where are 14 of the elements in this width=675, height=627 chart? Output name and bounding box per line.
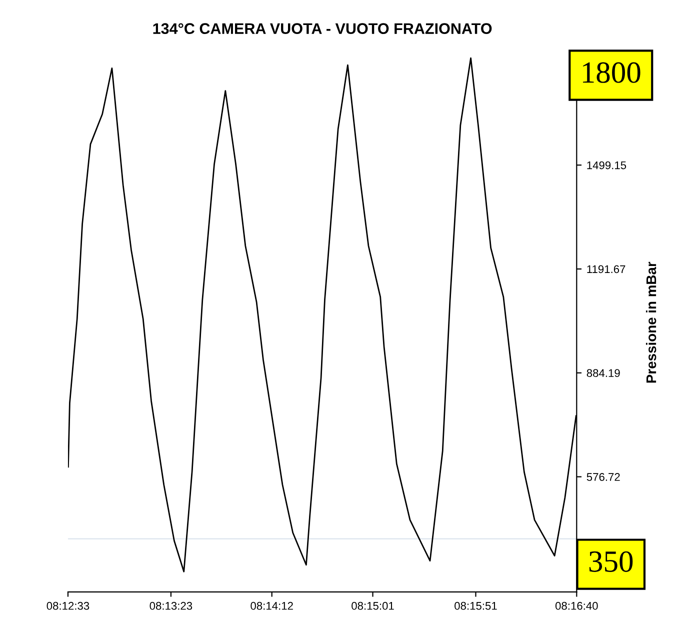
x-tick-label: 08:12:33: [46, 602, 90, 610]
x-tick-label: 08:16:40: [555, 602, 598, 610]
x-tick-label: 08:14:12: [250, 602, 293, 610]
x-tick-label: 08:13:23: [150, 602, 192, 610]
y-axis-title: Pressione in mBar: [646, 262, 656, 383]
y-tick-label: 884.19: [586, 369, 620, 378]
text: 350: [589, 551, 633, 572]
y-tick-label: 576.72: [586, 473, 620, 481]
text: 1800: [583, 62, 640, 83]
y-tick-label: 1191.67: [587, 265, 626, 274]
chart-title: 134°C CAMERA VUOTA - VUOTO FRAZIONATO: [153, 23, 492, 34]
x-tick-label: 08:15:01: [352, 602, 394, 610]
x-tick-label: 08:15:51: [454, 602, 497, 610]
y-tick-label: 1499.15: [587, 161, 626, 170]
